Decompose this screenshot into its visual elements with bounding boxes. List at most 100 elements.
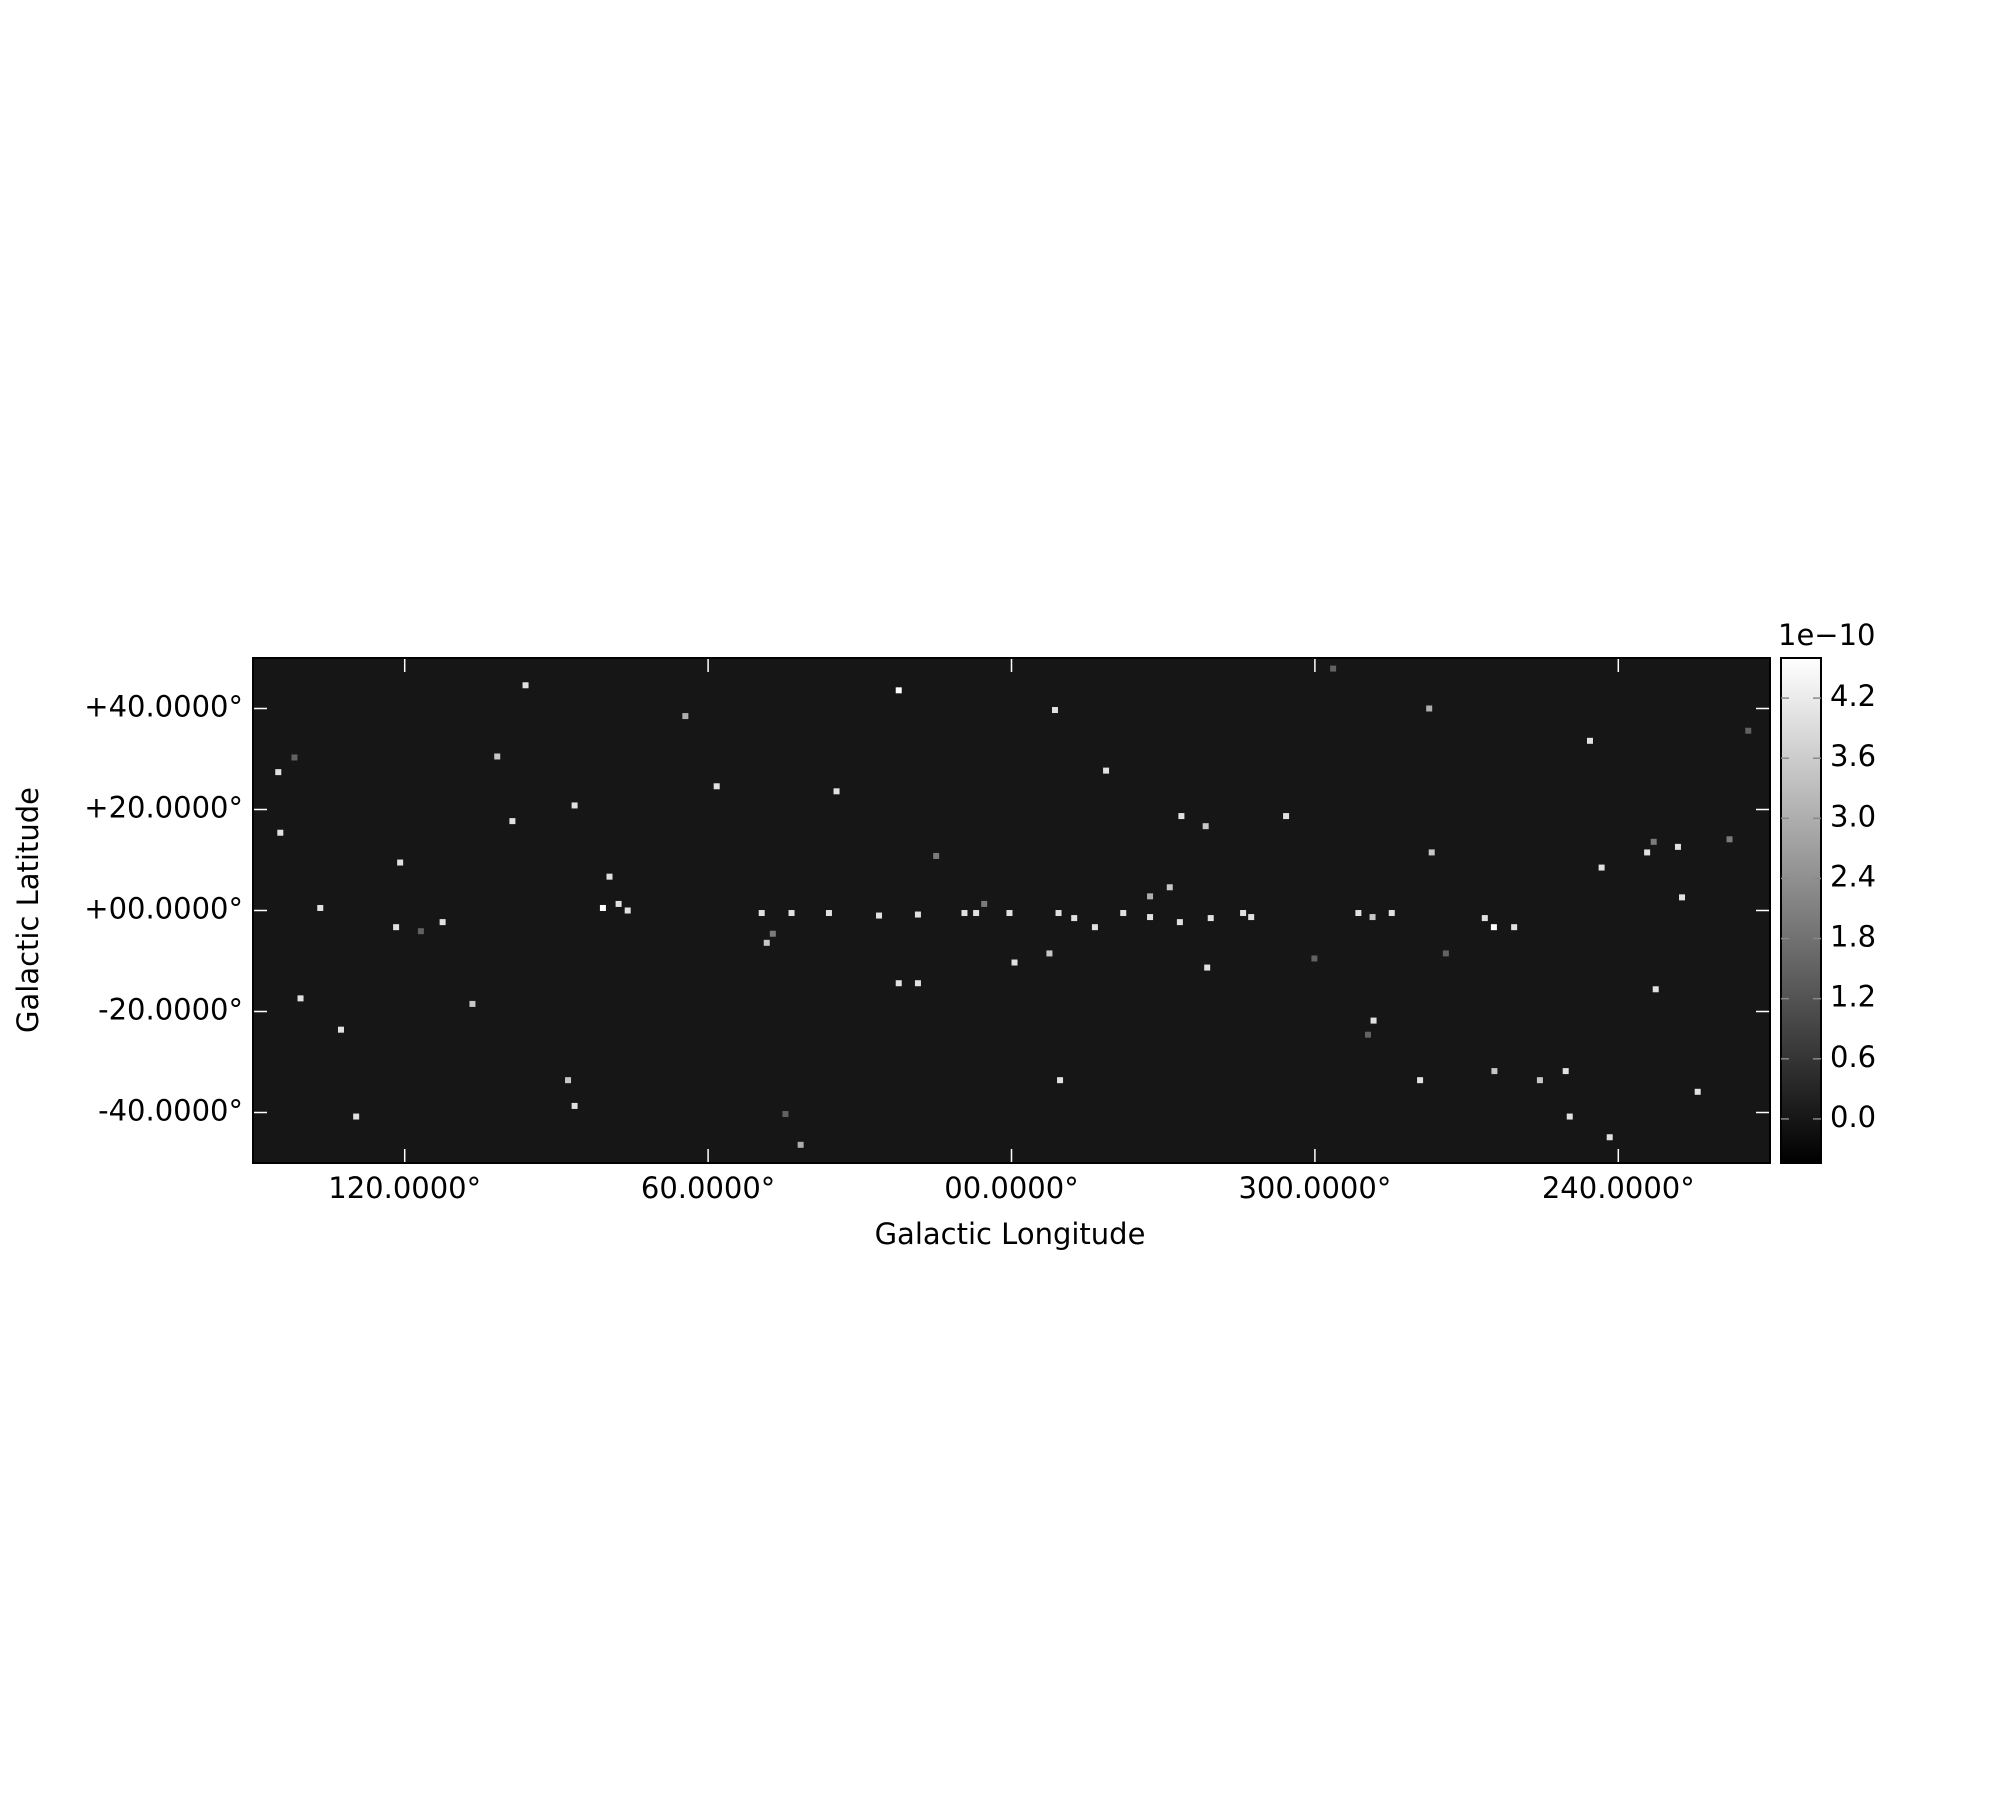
x-tick-label: 120.0000°: [328, 1171, 481, 1205]
source: [297, 995, 304, 1002]
source: [1598, 864, 1605, 871]
source: [1364, 1031, 1371, 1038]
source: [1370, 1017, 1377, 1024]
source: [895, 687, 902, 694]
source: [788, 910, 795, 917]
source: [1355, 910, 1362, 917]
source: [337, 1026, 344, 1033]
y-tick-label: -20.0000°: [98, 993, 243, 1027]
source: [1388, 910, 1395, 917]
source: [1536, 1077, 1543, 1084]
source: [933, 852, 940, 859]
source: [782, 1111, 789, 1118]
source: [1176, 919, 1183, 926]
source: [1606, 1134, 1613, 1141]
source: [1120, 910, 1127, 917]
source: [833, 788, 840, 795]
source: [1330, 665, 1337, 672]
x-axis-label: Galactic Longitude: [875, 1217, 1146, 1251]
source: [825, 910, 832, 917]
source: [1650, 838, 1657, 845]
plot-frame: [252, 657, 1771, 1164]
source: [713, 783, 720, 790]
source: [1481, 915, 1488, 922]
source: [509, 818, 516, 825]
source: [961, 910, 968, 917]
source: [522, 682, 529, 689]
source: [1674, 843, 1681, 850]
source: [1071, 915, 1078, 922]
source: [469, 1000, 476, 1007]
source: [1417, 1077, 1424, 1084]
source: [1652, 986, 1659, 993]
colorbar-tick-label: 4.2: [1830, 679, 1876, 713]
source: [439, 919, 446, 926]
source: [624, 907, 631, 914]
source: [417, 928, 424, 935]
y-tick-label: +20.0000°: [84, 791, 243, 825]
source: [1428, 849, 1435, 856]
source: [1178, 813, 1185, 820]
colorbar-tick-label: 1.2: [1830, 980, 1876, 1014]
source: [571, 1102, 578, 1109]
source: [1511, 924, 1518, 931]
source: [1147, 914, 1154, 921]
source: [353, 1113, 360, 1120]
source: [1726, 836, 1733, 843]
colorbar-tick-label: 3.6: [1830, 739, 1876, 773]
source: [291, 754, 298, 761]
source: [1745, 727, 1752, 734]
source: [275, 769, 282, 776]
source: [1240, 910, 1247, 917]
source: [1055, 910, 1062, 917]
source: [895, 980, 902, 987]
source: [1166, 884, 1173, 891]
colorbar: [1780, 657, 1822, 1164]
y-tick-label: -40.0000°: [98, 1094, 243, 1128]
y-tick-label: +00.0000°: [84, 892, 243, 926]
source: [1051, 707, 1058, 714]
source: [973, 910, 980, 917]
x-tick-label: 240.0000°: [1542, 1171, 1695, 1205]
source: [981, 900, 988, 907]
source: [1207, 915, 1214, 922]
y-axis-label: Galactic Latitude: [11, 787, 45, 1033]
source: [1057, 1077, 1064, 1084]
source: [599, 904, 606, 911]
source: [571, 802, 578, 809]
x-tick-label: 00.0000°: [944, 1171, 1078, 1205]
source: [876, 912, 883, 919]
x-tick-label: 60.0000°: [641, 1171, 775, 1205]
x-tick-label: 300.0000°: [1238, 1171, 1391, 1205]
source: [763, 939, 770, 946]
colorbar-tick-label: 0.6: [1830, 1040, 1876, 1074]
source: [769, 930, 776, 937]
colorbar-tick-label: 3.0: [1830, 799, 1876, 833]
colorbar-tick-label: 0.0: [1830, 1100, 1876, 1134]
source: [797, 1141, 804, 1148]
source: [682, 713, 689, 720]
source: [1311, 955, 1318, 962]
source: [1566, 1113, 1573, 1120]
colorbar-tick-label: 1.8: [1830, 920, 1876, 954]
source: [1046, 950, 1053, 957]
source: [1103, 767, 1110, 774]
source: [1491, 1068, 1498, 1075]
source: [1562, 1068, 1569, 1075]
source: [1586, 737, 1593, 744]
source: [565, 1077, 572, 1084]
source: [606, 873, 613, 880]
source: [1248, 914, 1255, 921]
source: [317, 904, 324, 911]
source: [1490, 924, 1497, 931]
source: [1091, 924, 1098, 931]
source: [914, 980, 921, 987]
source: [1147, 893, 1154, 900]
source: [397, 859, 404, 866]
source: [758, 910, 765, 917]
source: [1011, 959, 1018, 966]
source: [1204, 964, 1211, 971]
source: [1644, 849, 1651, 856]
